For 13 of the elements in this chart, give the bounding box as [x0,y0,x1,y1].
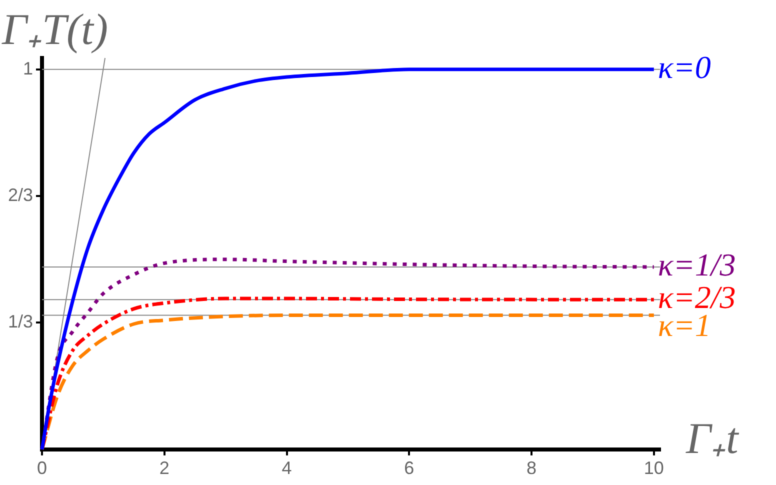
x-axis-title: Γ₊t [685,414,740,463]
x-tick-label: 2 [159,458,170,478]
line-series [40,68,656,452]
y-tick-label: 2/3 [8,185,33,206]
series-label: κ=0 [658,48,711,85]
y-axis-title: Γ₊T(t) [1,5,108,54]
x-tick-label: 10 [644,458,664,478]
x-tick-label: 8 [526,458,537,478]
x-tick-label: 6 [404,458,414,478]
y-tick-label: 1 [22,58,33,78]
x-tick-label: 4 [282,458,292,478]
y-tick-label: 1/3 [8,312,33,332]
x-tick-label: 0 [36,458,48,478]
